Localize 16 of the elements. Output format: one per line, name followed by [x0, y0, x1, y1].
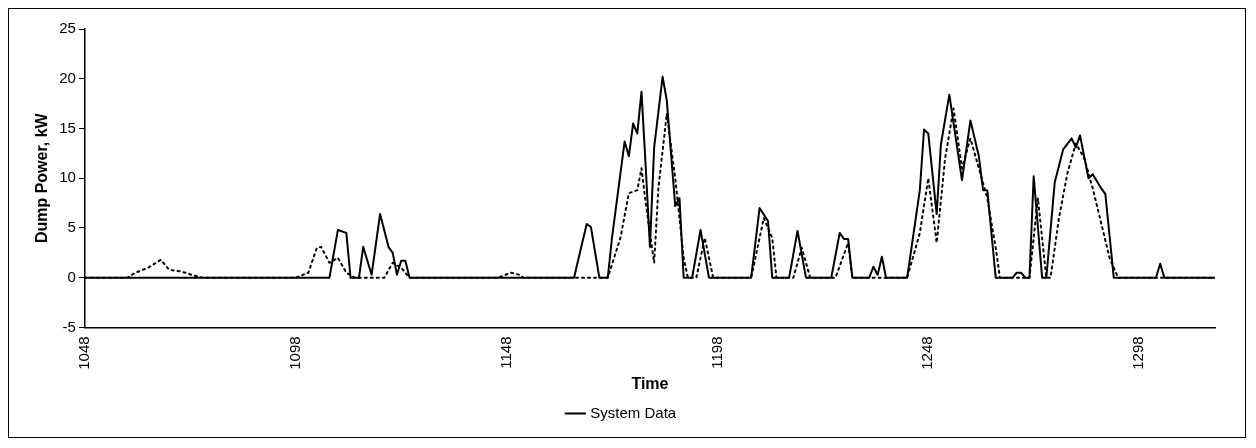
x-tick-label: 1098 [285, 336, 303, 370]
y-tick-label: 20 [59, 68, 76, 86]
y-tick-label: 10 [59, 168, 76, 186]
x-tick-label: 1248 [918, 336, 936, 370]
y-tick-label: 5 [67, 218, 76, 236]
y-axis-title: Dump Power, kW [33, 112, 51, 244]
y-tick-label: 25 [59, 19, 76, 37]
x-tick-label: 1048 [75, 336, 93, 370]
y-tick-label: -5 [62, 317, 76, 335]
x-tick-label: 1148 [496, 336, 514, 369]
x-axis-title: Time [631, 374, 669, 392]
y-tick-label: 0 [67, 267, 76, 285]
legend-label: System Data [590, 403, 677, 421]
y-tick-label: 15 [59, 118, 76, 136]
x-tick-label: 1198 [707, 336, 725, 369]
x-tick-label: 1298 [1129, 336, 1147, 370]
